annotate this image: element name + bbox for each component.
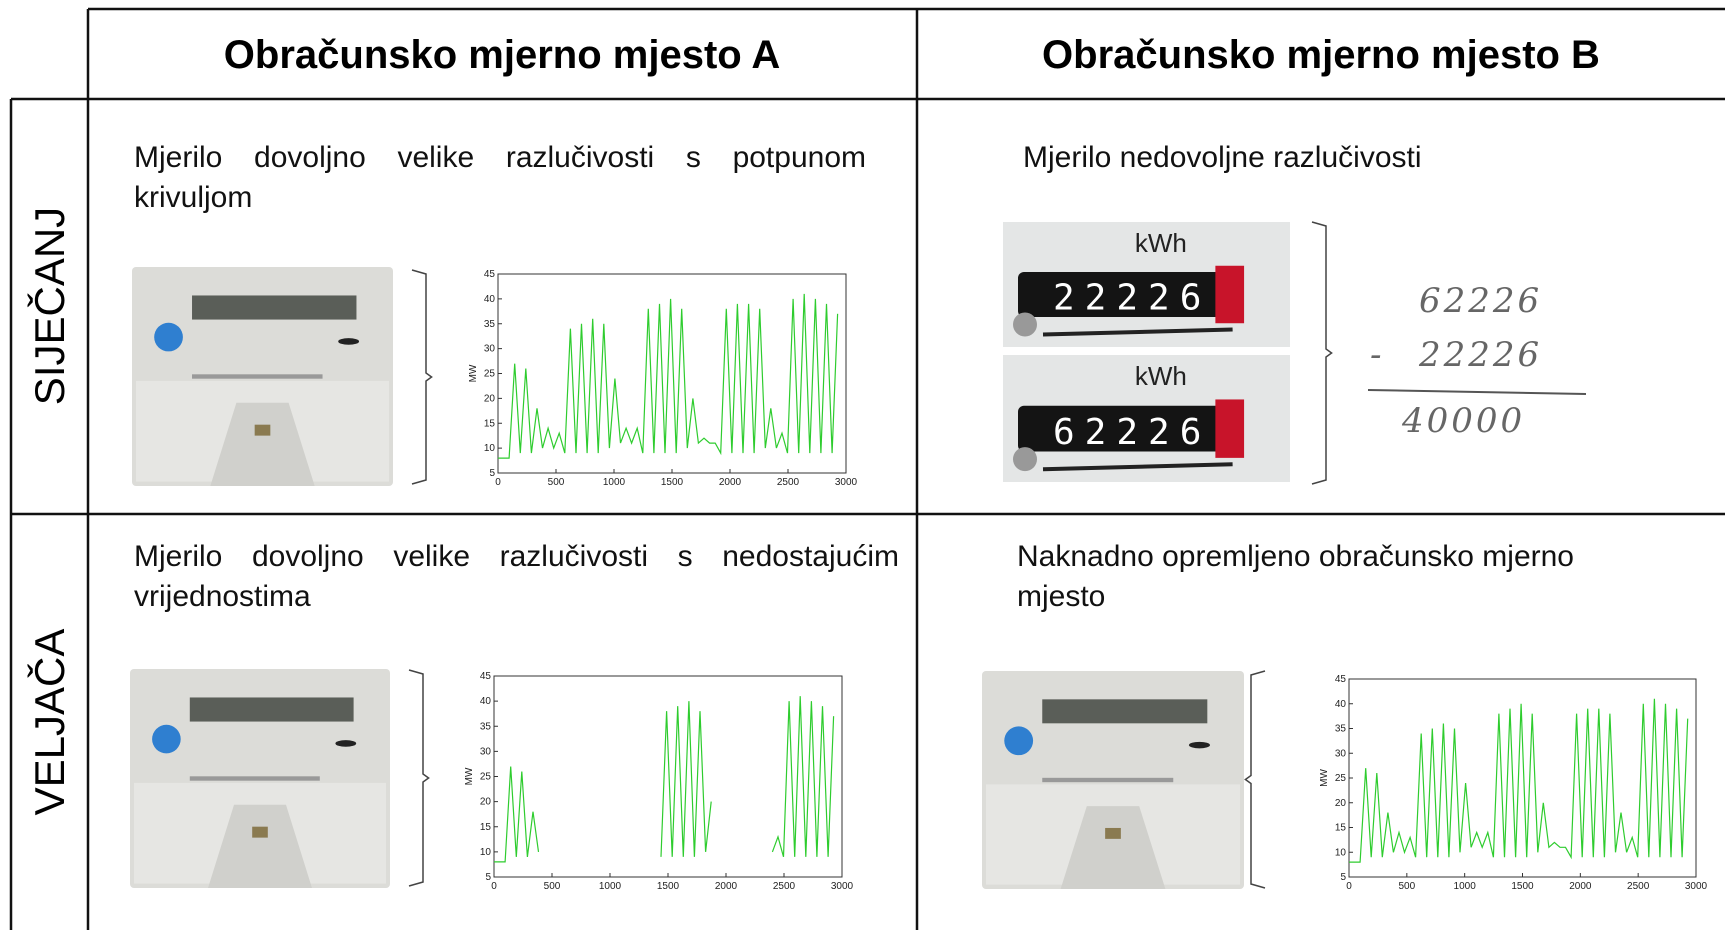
y-tick-label: 10 (484, 443, 496, 454)
counter-unit: kWh (1135, 228, 1187, 258)
y-tick-label: 45 (1335, 674, 1347, 685)
row-header: VELJAČA (26, 629, 73, 816)
y-tick-label: 10 (480, 847, 492, 858)
column-header: Obračunsko mjerno mjesto A (224, 33, 780, 77)
page: html, body { margin: 0; padding: 0; back… (0, 0, 1725, 930)
y-tick-label: 45 (484, 269, 496, 280)
cell-text: Naknadno opremljeno obračunsko mjerno mj… (1017, 537, 1667, 617)
x-tick-label: 3000 (1685, 881, 1708, 892)
y-tick-label: 30 (484, 344, 496, 355)
calc-line (1368, 390, 1586, 394)
x-tick-label: 500 (544, 881, 561, 892)
x-tick-label: 2500 (777, 477, 800, 488)
x-tick-label: 1500 (661, 477, 684, 488)
x-tick-label: 0 (491, 881, 497, 892)
y-axis-label: MW (468, 364, 479, 382)
x-tick-label: 1000 (603, 477, 626, 488)
meter-led (335, 740, 356, 747)
meter-label (190, 776, 320, 780)
x-tick-label: 0 (495, 477, 501, 488)
x-tick-label: 1000 (1454, 881, 1477, 892)
y-tick-label: 10 (1335, 847, 1347, 858)
counter-red (1215, 399, 1244, 457)
x-tick-label: 2000 (1569, 881, 1592, 892)
y-tick-label: 45 (480, 671, 492, 682)
meter-button (1004, 726, 1033, 755)
y-tick-label: 25 (484, 369, 496, 380)
meter-seal (255, 425, 271, 436)
meter-label (1042, 778, 1173, 782)
y-tick-label: 15 (1335, 823, 1347, 834)
y-tick-label: 15 (480, 822, 492, 833)
calc-operator: - (1370, 335, 1385, 375)
counter-reading: 62226 (1053, 412, 1211, 453)
x-tick-label: 500 (1398, 881, 1415, 892)
meter-image (982, 671, 1244, 889)
curly-brace (412, 270, 432, 484)
y-tick-label: 25 (1335, 773, 1347, 784)
y-tick-label: 40 (1335, 699, 1347, 710)
cell-text: Mjerilo dovoljno velike razlučivosti s p… (134, 138, 866, 218)
curly-brace (1312, 222, 1332, 484)
meter-display (192, 295, 356, 319)
x-tick-label: 2500 (773, 881, 796, 892)
x-tick-label: 500 (548, 477, 565, 488)
meter-led (1189, 742, 1210, 749)
meter-label (192, 374, 323, 378)
x-tick-label: 3000 (831, 881, 854, 892)
x-tick-label: 1000 (599, 881, 622, 892)
curly-brace (1245, 671, 1265, 888)
curly-brace (409, 670, 429, 886)
counter-screw (1013, 447, 1037, 471)
meter-seal (252, 827, 268, 838)
y-tick-label: 15 (484, 418, 496, 429)
meter-display (190, 697, 354, 721)
calc-result: 40000 (1401, 401, 1525, 441)
counter-reading: 22226 (1053, 278, 1211, 319)
y-tick-label: 30 (480, 746, 492, 757)
meter-led (338, 338, 359, 345)
meter-seal (1105, 828, 1121, 839)
column-header: Obračunsko mjerno mjesto B (1042, 33, 1600, 77)
meter-image (130, 669, 390, 888)
y-tick-label: 25 (480, 772, 492, 783)
meter-display (1042, 699, 1207, 723)
page-body: {"table": {"column_headers": ["Obračunsk… (0, 0, 1725, 930)
counter-image: kWh 22226 (1003, 222, 1290, 347)
row-header: SIJEČANJ (26, 207, 73, 405)
x-tick-label: 1500 (657, 881, 680, 892)
y-tick-label: 20 (480, 797, 492, 808)
counter-red (1215, 266, 1244, 324)
x-tick-label: 1500 (1511, 881, 1534, 892)
x-tick-label: 3000 (835, 477, 858, 488)
cell-text: Mjerilo nedovoljne razlučivosti (1023, 138, 1683, 178)
y-tick-label: 35 (1335, 724, 1347, 735)
y-tick-label: 20 (1335, 798, 1347, 809)
y-axis-label: MW (1319, 769, 1330, 787)
y-tick-label: 40 (484, 294, 496, 305)
x-tick-label: 0 (1346, 881, 1352, 892)
x-tick-label: 2500 (1627, 881, 1650, 892)
y-axis-label: MW (464, 767, 475, 785)
x-tick-label: 2000 (715, 881, 738, 892)
counter-image: kWh 62226 (1003, 355, 1290, 482)
y-tick-label: 40 (480, 696, 492, 707)
counter-screw (1013, 313, 1037, 337)
calc-minuend: 62226 (1419, 281, 1542, 321)
counter-unit: kWh (1135, 361, 1187, 391)
cell-text: Mjerilo dovoljno velike razlučivosti s n… (134, 537, 899, 617)
meter-image (132, 267, 393, 486)
y-tick-label: 35 (484, 319, 496, 330)
meter-button (152, 725, 181, 754)
calc-subtrahend: 22226 (1418, 335, 1542, 375)
y-tick-label: 20 (484, 393, 496, 404)
y-tick-label: 35 (480, 721, 492, 732)
meter-button (154, 323, 183, 352)
y-tick-label: 30 (1335, 748, 1347, 759)
x-tick-label: 2000 (719, 477, 742, 488)
